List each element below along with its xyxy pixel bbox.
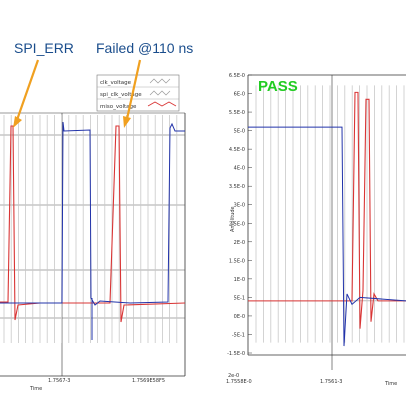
- right-ytick-11: 1E-0: [234, 277, 245, 283]
- right-ylabel: Amplitude: [230, 206, 236, 232]
- right-ytick-5: 4E-0: [234, 166, 245, 172]
- right-ytick-13: 0E-0: [234, 314, 245, 320]
- right-ytick-12: 5E-1: [234, 295, 245, 301]
- right-ytick-14: -5E-1: [232, 332, 245, 338]
- right-ytick-9: 2E-0: [234, 240, 245, 246]
- right-ytick-8: 2.5E-0: [229, 221, 245, 227]
- left-blue-trace: [0, 121, 185, 306]
- right-blue-trace: [248, 126, 406, 347]
- left-red-series: [0, 125, 186, 323]
- right-gridlines: [248, 74, 406, 354]
- right-ytick-labels: 6.5E-0 6E-0 5.5E-0 5E-0 4.5E-0 4E-0 3.5E-0 3E-0…: [227, 73, 245, 357]
- right-chart: 6.5E-0 6E-0 5.5E-0 5E-0 4.5E-0 4E-0 3.5E-0 3E-0…: [226, 73, 406, 387]
- annotation-arrow-2: [123, 59, 142, 128]
- right-red-series: [248, 91, 406, 329]
- left-clock-series: [3, 115, 178, 343]
- left-chart: clk_voltage spi_clk_voltage miso_voltage…: [0, 40, 193, 392]
- legend-box: [96, 74, 180, 112]
- right-xtick-2: 1.7561-3: [320, 379, 342, 385]
- legend-swatch-1: [149, 78, 171, 84]
- legend-entry-1: clk_voltage: [100, 80, 132, 86]
- right-xtick-1: 1.7558E-0: [226, 379, 252, 385]
- left-xtick-2: 1.7569E58F5: [132, 378, 165, 384]
- right-blue-series: [248, 126, 406, 347]
- annotation-arrow-1: [13, 59, 40, 128]
- right-ytick-6: 3.5E-0: [229, 184, 245, 190]
- right-red-trace: [248, 91, 406, 329]
- right-ytick-4: 4.5E-0: [229, 147, 245, 153]
- legend-swatch-3: [147, 101, 177, 107]
- right-ytick-1: 6E-0: [234, 92, 245, 98]
- right-ytick-15: -1.5E-0: [227, 351, 245, 357]
- legend-swatch-2: [149, 90, 171, 96]
- left-xtick-1: 1.7567-3: [48, 378, 70, 384]
- right-clock-series: [255, 85, 405, 343]
- right-ytick-2: 5.5E-0: [229, 110, 245, 116]
- annotation-spi-err: SPI_ERR: [14, 40, 74, 56]
- legend-entry-2: spi_clk_voltage: [100, 92, 142, 98]
- right-ytick-10: 1.5E-0: [229, 258, 245, 264]
- right-xlabel: Time: [384, 381, 397, 387]
- right-ytick-3: 5E-0: [234, 129, 245, 135]
- left-gridlines: [0, 134, 185, 319]
- legend-entry-3: miso_voltage: [100, 104, 137, 110]
- left-xlabel: Time: [29, 386, 42, 392]
- left-legend: clk_voltage spi_clk_voltage miso_voltage: [96, 74, 180, 112]
- annotation-failed: Failed @110 ns: [96, 40, 193, 56]
- right-ytick-0: 6.5E-0: [229, 73, 245, 79]
- left-red-trace: [0, 125, 186, 323]
- right-xtick-prefix: 2e-0: [228, 373, 239, 379]
- pass-label: PASS: [258, 78, 298, 95]
- right-ytick-7: 3E-0: [234, 203, 245, 209]
- left-blue-series: [0, 121, 185, 340]
